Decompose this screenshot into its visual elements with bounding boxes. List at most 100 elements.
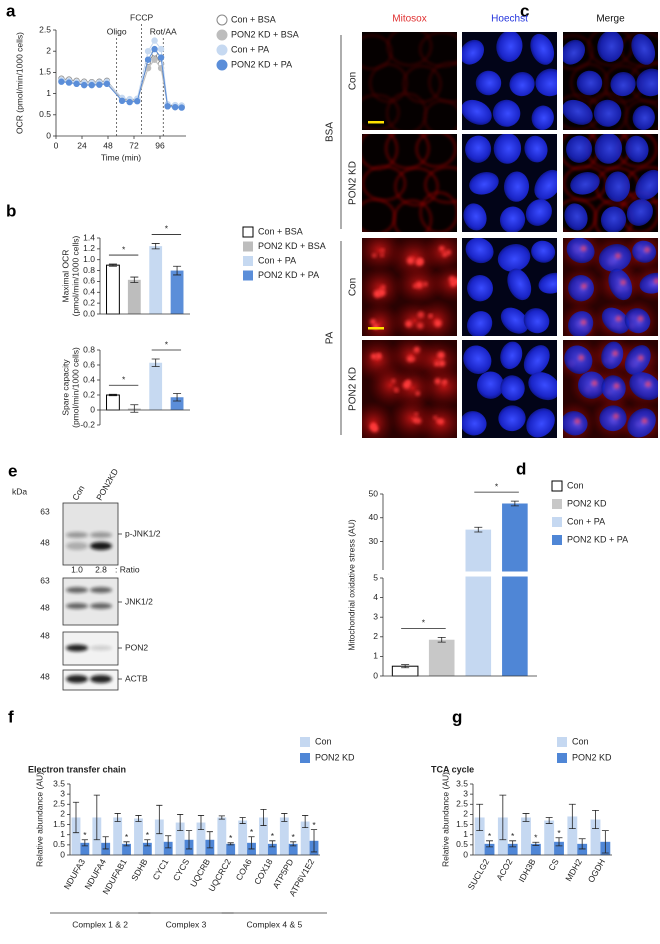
nucleus: [538, 272, 557, 294]
nucleus: [564, 345, 593, 374]
y-tick-label: 1.2: [83, 243, 95, 253]
error-bar: [310, 829, 318, 853]
cell-outline: [386, 32, 432, 67]
cell-outline: [393, 199, 432, 232]
cell-outline: [362, 134, 398, 170]
y-tick-label: 3: [373, 611, 378, 621]
legend-swatch: [300, 753, 310, 763]
bar: [238, 820, 248, 855]
nucleus: [465, 135, 492, 163]
cytoplasm: [429, 264, 457, 303]
error-bar-line: [281, 813, 288, 822]
data-point: [126, 98, 133, 106]
micrograph-bg: [362, 134, 457, 232]
x-axis-label: Time (min): [101, 152, 141, 162]
nucleus: [568, 275, 594, 302]
band: [66, 532, 88, 538]
cell-outline: [369, 63, 408, 103]
error-bar: [545, 817, 553, 824]
bar: [196, 822, 206, 855]
y-tick-label: 4: [373, 592, 378, 602]
red-spot: [372, 253, 376, 258]
x-tick-label: 48: [103, 140, 113, 150]
error-bar-line: [206, 831, 213, 849]
legend-label: PON2 KD: [315, 752, 355, 762]
error-bar: [499, 794, 507, 841]
micrograph: [462, 340, 557, 438]
blot: [62, 577, 119, 626]
significance: *: [422, 618, 426, 628]
y-tick-label: 0.5: [39, 109, 51, 119]
band: [66, 675, 88, 683]
row-label: Con: [348, 278, 359, 296]
significance: *: [125, 832, 129, 842]
bar: [474, 817, 485, 855]
nucleus: [608, 268, 633, 301]
error-bar: [102, 836, 109, 850]
error-bar: [474, 526, 483, 533]
nucleus: [498, 405, 526, 432]
error-bar-line: [499, 794, 507, 841]
bar: [127, 279, 141, 314]
error-bar: [165, 835, 172, 849]
error-bar: [510, 500, 519, 507]
data-point: [80, 81, 88, 89]
nucleus: [530, 33, 555, 65]
bar: [567, 816, 578, 855]
error-bar-line: [290, 841, 297, 847]
band: [90, 675, 112, 683]
error-bar: [173, 393, 182, 402]
y-tick-label: 2: [46, 45, 51, 55]
nucleus: [627, 408, 656, 438]
red-spot: [423, 282, 428, 287]
y-tick-label: 2.5: [39, 24, 51, 34]
x-tick-label: CS: [546, 857, 561, 873]
series-line: [61, 39, 182, 106]
data-point: [134, 98, 141, 105]
legend-label: Con: [567, 480, 584, 490]
error-bar-line: [123, 841, 130, 847]
x-tick-label: 0: [54, 140, 59, 150]
legend-label: PON2 KD: [567, 498, 607, 508]
red-spot: [442, 252, 448, 257]
red-spot: [439, 246, 445, 252]
error-bar-line: [108, 393, 117, 397]
red-spot: [637, 354, 644, 361]
red-spot: [405, 379, 412, 386]
micrograph: [563, 32, 658, 130]
red-spot: [406, 355, 414, 362]
marker-label: 63: [40, 575, 50, 585]
error-bar: [123, 841, 130, 847]
red-spot: [446, 250, 451, 255]
error-bar: [281, 813, 288, 822]
y-tick-label: 0: [463, 849, 468, 859]
scale-bar: [368, 121, 384, 124]
legend-marker: [216, 59, 228, 71]
error-bar-line: [81, 839, 88, 847]
legend-swatch: [552, 517, 562, 527]
error-bar-line: [156, 804, 163, 835]
red-spot: [613, 413, 620, 420]
red-spot: [406, 256, 415, 265]
axis-break: [384, 571, 538, 577]
red-spot: [613, 382, 620, 389]
red-spot: [620, 279, 627, 286]
cell-outline: [386, 92, 427, 130]
red-spot: [434, 378, 441, 385]
cytoplasm: [418, 364, 457, 408]
significance: *: [271, 831, 275, 841]
x-tick-label: COA6: [234, 857, 254, 882]
micrograph: [462, 134, 557, 232]
error-bar-line: [177, 814, 184, 832]
legend-marker: [216, 29, 228, 41]
y-tick-label: 1.5: [53, 819, 65, 829]
y-tick-label: 0.0: [83, 308, 95, 318]
error-bar-line: [130, 404, 139, 413]
y-axis-label: Spare capacity: [60, 359, 70, 416]
error-bar-line: [592, 809, 599, 830]
significance: *: [146, 830, 150, 840]
micrograph: [462, 238, 557, 336]
error-bar: [151, 243, 160, 250]
bar: [149, 246, 163, 314]
error-bar: [578, 838, 586, 850]
